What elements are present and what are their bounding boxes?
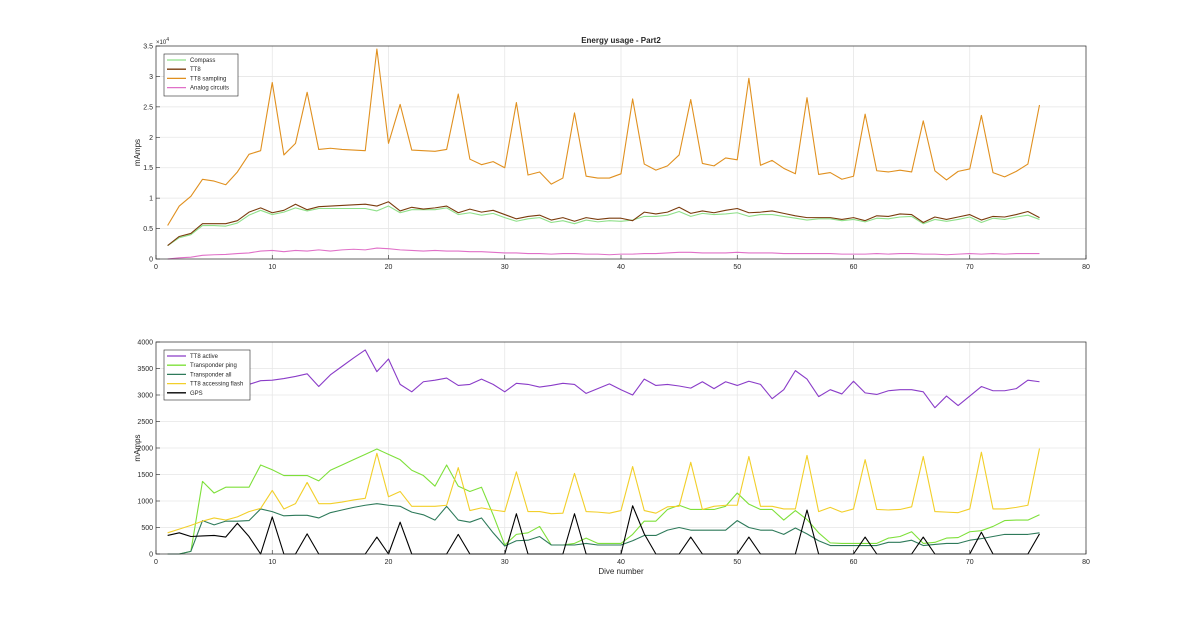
plot-0-legend: Compass TT8 TT8 sampling Analog circuits bbox=[163, 53, 239, 97]
y-tick-label: 2.5 bbox=[143, 104, 153, 111]
plot-0-y-axis-label: mAmps bbox=[133, 139, 142, 166]
plot-0-ticks: 0 10 20 30 40 50 60 70 80 0 0.5 1 1.5 2 2.5 3 3.5 bbox=[143, 44, 1090, 272]
y-tick-label: 3 bbox=[149, 74, 153, 81]
plot-0-y-exponent-base: ×10 bbox=[156, 40, 167, 46]
x-tick-label: 50 bbox=[733, 264, 741, 271]
plot-1-grid bbox=[156, 342, 1086, 554]
plot-1-y-axis-label: mAmps bbox=[133, 434, 142, 461]
series-line-transponder-ping bbox=[167, 448, 1040, 555]
y-tick-label: 1000 bbox=[137, 499, 153, 506]
x-tick-label: 20 bbox=[385, 559, 393, 566]
x-tick-label: 20 bbox=[385, 264, 393, 271]
x-tick-label: 10 bbox=[268, 559, 276, 566]
lower-energy-plot: 0 10 20 30 40 50 60 70 80 0 500 1000 1500 2000 2500 300… bbox=[133, 340, 1090, 577]
legend-label-transponder-ping: Transponder ping bbox=[190, 363, 237, 369]
x-tick-label: 40 bbox=[617, 264, 625, 271]
legend-label-tt8-active: TT8 active bbox=[190, 354, 219, 360]
plot-1-legend: TT8 active Transponder ping Transponder al… bbox=[163, 349, 251, 401]
x-tick-label: 30 bbox=[501, 559, 509, 566]
series-line-tt8 bbox=[167, 201, 1040, 247]
y-tick-label: 4000 bbox=[137, 340, 153, 347]
series-line-tt8-accessing-flash bbox=[167, 448, 1041, 534]
x-tick-label: 70 bbox=[966, 559, 974, 566]
legend-label-tt8: TT8 bbox=[190, 67, 201, 73]
y-tick-label: 1500 bbox=[137, 472, 153, 479]
plot-1-ticks: 0 10 20 30 40 50 60 70 80 0 500 1000 1500 2000 2500 300… bbox=[137, 340, 1090, 567]
x-tick-label: 60 bbox=[850, 559, 858, 566]
x-tick-label: 30 bbox=[501, 264, 509, 271]
series-line-compass bbox=[167, 205, 1040, 247]
plot-0-title: Energy usage - Part2 bbox=[581, 36, 661, 45]
series-line-transponder-all bbox=[167, 503, 1040, 555]
legend-label-tt8-accessing-flash: TT8 accessing flash bbox=[190, 382, 243, 388]
x-tick-label: 80 bbox=[1082, 264, 1090, 271]
x-tick-label: 10 bbox=[268, 264, 276, 271]
legend-box bbox=[163, 53, 239, 97]
energy-usage-part2-plot: 0 10 20 30 40 50 60 70 80 0 0.5 1 1.5 2 2.5 3 3.5 Energy… bbox=[133, 36, 1090, 271]
y-tick-label: 0 bbox=[149, 257, 153, 264]
y-tick-label: 2 bbox=[149, 135, 153, 142]
y-tick-label: 3000 bbox=[137, 393, 153, 400]
y-tick-label: 1.5 bbox=[143, 165, 153, 172]
plot-1-x-axis-label: Dive number bbox=[598, 567, 644, 576]
x-tick-label: 0 bbox=[154, 559, 158, 566]
plot-0-grid bbox=[156, 46, 1086, 259]
x-tick-label: 40 bbox=[617, 559, 625, 566]
y-tick-label: 2500 bbox=[137, 419, 153, 426]
x-tick-label: 60 bbox=[850, 264, 858, 271]
x-tick-label: 50 bbox=[733, 559, 741, 566]
y-tick-label: 3.5 bbox=[143, 44, 153, 51]
series-line-analog-circuits bbox=[167, 247, 1040, 260]
plot-0-y-exponent-power: 4 bbox=[166, 37, 169, 43]
legend-label-compass: Compass bbox=[190, 58, 215, 64]
x-tick-label: 0 bbox=[154, 264, 158, 271]
legend-label-tt8-sampling: TT8 sampling bbox=[190, 76, 226, 82]
y-tick-label: 3500 bbox=[137, 366, 153, 373]
legend-label-analog-circuits: Analog circuits bbox=[190, 86, 229, 92]
y-tick-label: 0.5 bbox=[143, 226, 153, 233]
y-tick-label: 2000 bbox=[137, 446, 153, 453]
legend-label-gps: GPS bbox=[190, 391, 203, 397]
x-tick-label: 70 bbox=[966, 264, 974, 271]
y-tick-label: 0 bbox=[149, 552, 153, 559]
series-line-tt8-sampling bbox=[167, 48, 1041, 226]
plot-0-y-exponent-label: ×104 bbox=[156, 37, 169, 46]
x-tick-label: 80 bbox=[1082, 559, 1090, 566]
y-tick-label: 1 bbox=[149, 196, 153, 203]
y-tick-label: 500 bbox=[141, 525, 153, 532]
plot-0-series bbox=[167, 48, 1041, 260]
series-line-tt8-active bbox=[167, 349, 1040, 409]
legend-label-transponder-all: Transponder all bbox=[190, 372, 231, 378]
